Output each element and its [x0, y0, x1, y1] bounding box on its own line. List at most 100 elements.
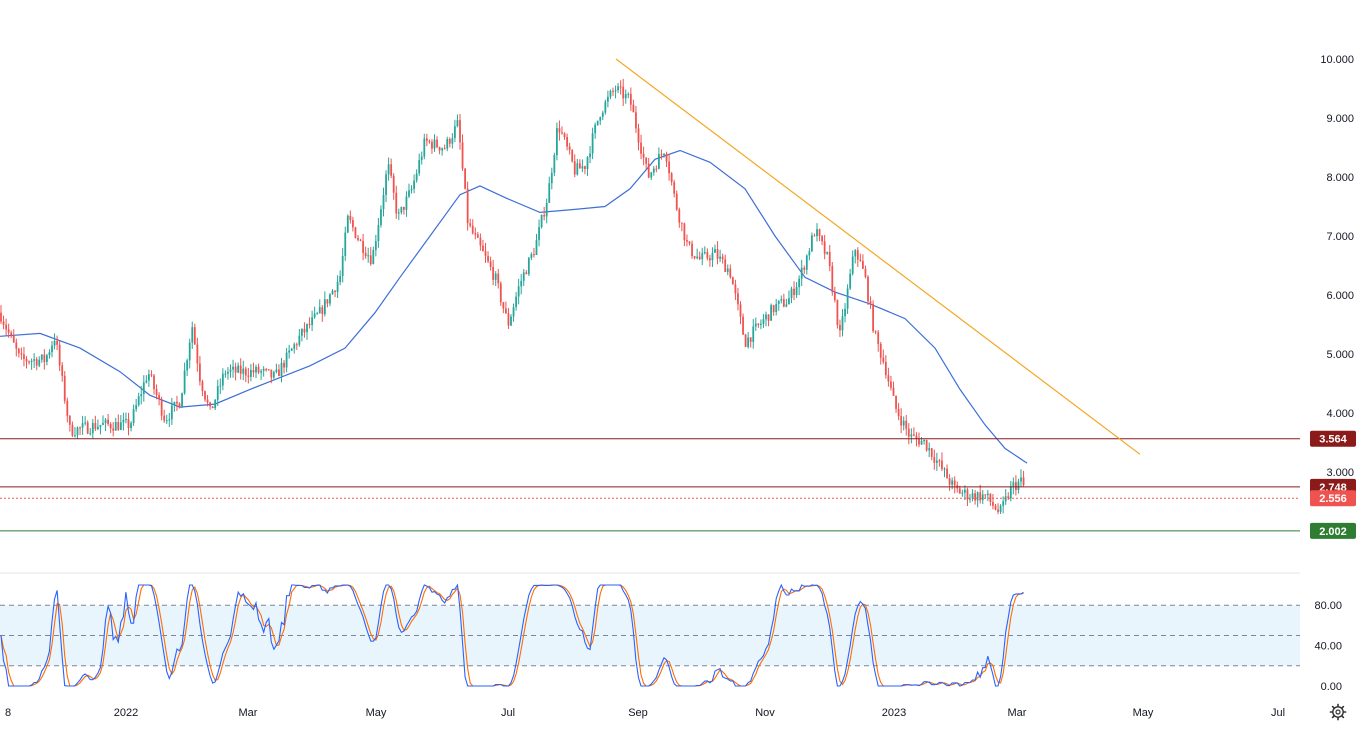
price-label: 3.564 [1319, 434, 1347, 446]
candle [97, 419, 99, 431]
candle-body [864, 268, 867, 277]
candle-body [492, 266, 495, 280]
candle-body [629, 93, 632, 105]
candle-body [119, 422, 122, 430]
candle [844, 303, 846, 323]
candle [234, 362, 237, 381]
candle [729, 264, 732, 279]
candle [953, 476, 956, 494]
candle-body [1004, 496, 1007, 502]
candle-body [762, 319, 765, 324]
gear-icon[interactable] [1329, 703, 1347, 721]
candle [250, 364, 252, 382]
time-axis-tick: Jul [501, 707, 515, 719]
candle-body [186, 360, 189, 371]
candle-body [821, 236, 823, 242]
candle [114, 417, 117, 431]
candle [1002, 496, 1005, 514]
candle-body [737, 293, 739, 305]
candle [826, 251, 829, 255]
candle-body [576, 163, 579, 175]
candle-body [456, 120, 459, 127]
candle-body [938, 460, 941, 462]
candle [767, 314, 770, 327]
candle [591, 127, 594, 160]
candle-body [168, 419, 171, 421]
candle [43, 349, 46, 370]
candle-body [744, 334, 747, 347]
candle [721, 253, 724, 264]
candle-body [709, 258, 711, 261]
candle [999, 504, 1002, 514]
candle-body [841, 316, 844, 331]
candle-body [48, 352, 51, 356]
time-axis-tick: Jul [1271, 707, 1285, 719]
candle [158, 392, 160, 406]
candle [461, 134, 464, 171]
candle [23, 346, 25, 367]
candle [749, 337, 752, 348]
candle [640, 134, 642, 160]
candle [540, 214, 543, 229]
candle [423, 133, 426, 160]
candle [66, 397, 69, 423]
candle-body [459, 120, 461, 143]
candle-body [158, 395, 160, 400]
candle-body [951, 480, 954, 485]
candle [550, 167, 553, 190]
candle-body [224, 373, 227, 375]
candle-body [558, 128, 561, 133]
candle-body [464, 168, 466, 189]
candle [650, 171, 653, 181]
candle-body [288, 350, 291, 353]
candle [91, 419, 94, 439]
candle [619, 80, 622, 95]
candle [867, 275, 869, 306]
candle-body [135, 405, 138, 410]
candle-body [698, 256, 701, 260]
candle [433, 134, 436, 152]
candle [571, 149, 574, 163]
candle [443, 144, 446, 150]
candle [119, 414, 122, 431]
candle-body [482, 245, 484, 252]
candle [831, 261, 834, 296]
candle [79, 426, 81, 436]
candle-body [423, 138, 426, 157]
candle [510, 314, 512, 327]
candle [1012, 477, 1015, 495]
candle [737, 287, 739, 311]
candle [125, 412, 127, 424]
candles-layer [0, 78, 1025, 515]
candle-body [571, 149, 574, 162]
candle-body [239, 365, 242, 374]
candle [581, 159, 584, 173]
candle-body [484, 251, 487, 256]
candle-body [372, 250, 375, 265]
candle [229, 364, 232, 378]
candle-body [839, 325, 841, 331]
candle-body [619, 86, 622, 88]
candle-body [349, 215, 352, 220]
candle-body [640, 142, 642, 154]
candle-body [497, 273, 500, 284]
candle [206, 394, 209, 407]
candle-body [510, 316, 512, 326]
candle-body [413, 180, 415, 189]
candle [1004, 489, 1007, 505]
candle [594, 122, 597, 139]
candle [747, 331, 750, 349]
candle [782, 293, 785, 308]
candle-body [566, 137, 568, 147]
candle [474, 227, 477, 240]
candle-body [739, 304, 742, 317]
candle-body [487, 255, 489, 262]
candle-body [765, 314, 767, 320]
candle-body [293, 344, 296, 349]
candle-body [573, 161, 576, 175]
candle [762, 313, 765, 328]
time-axis-tick: 2022 [114, 707, 138, 719]
candle [454, 119, 456, 143]
